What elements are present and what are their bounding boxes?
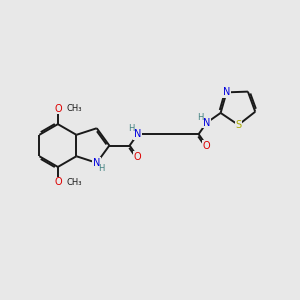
Text: S: S [235,120,242,130]
Text: H: H [197,113,203,122]
Text: N: N [203,118,210,128]
Text: O: O [54,177,62,187]
Text: N: N [223,87,230,98]
Text: O: O [134,152,141,162]
Text: N: N [134,129,141,139]
Text: H: H [98,164,105,173]
Text: O: O [54,104,62,114]
Text: CH₃: CH₃ [66,178,82,187]
Text: CH₃: CH₃ [66,104,82,113]
Text: N: N [93,158,100,168]
Text: H: H [128,124,134,133]
Text: O: O [203,140,210,151]
